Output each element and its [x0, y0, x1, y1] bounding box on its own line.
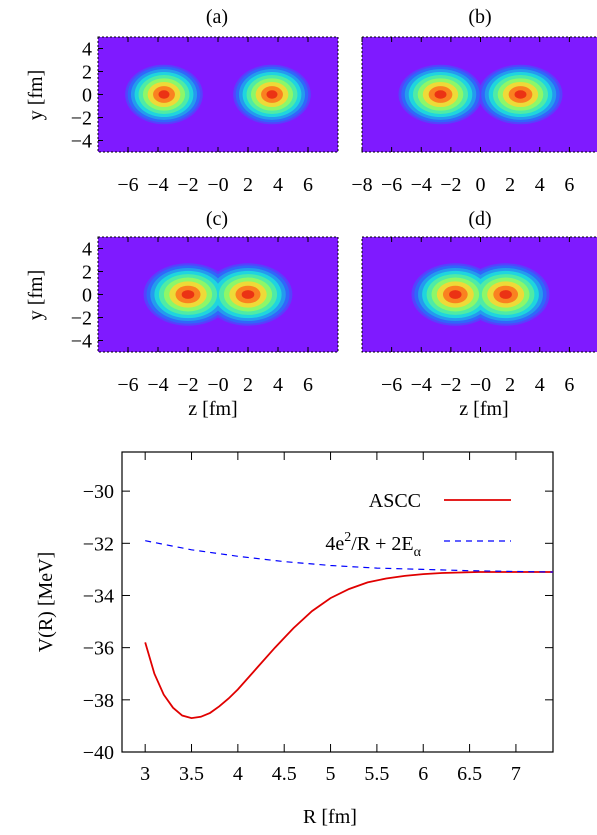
x-tick-label: −4	[147, 174, 168, 196]
y-tick-label: −4	[71, 131, 92, 153]
y-tick-label: −2	[71, 308, 92, 330]
series-line-ascc	[144, 571, 553, 720]
x-tick-label: −2	[440, 174, 461, 196]
panel-a: (a) −6 −4 −2 −0 2 4 6 420−2−4 y [fm]	[25, 6, 339, 196]
density-contour	[181, 290, 195, 299]
x-tick-label: 4	[535, 374, 545, 396]
y-tick-label: 4	[82, 239, 92, 261]
x-tick-label: 6.5	[457, 763, 482, 785]
y-axis-label: y [fm]	[25, 70, 47, 121]
x-tick-label: 4	[233, 763, 243, 785]
x-tick-label: −4	[411, 174, 432, 196]
density-contour	[499, 290, 512, 299]
y-tick-label: −2	[71, 108, 92, 130]
x-tick-label: −6	[381, 174, 402, 196]
x-tick-label: 6	[303, 374, 313, 396]
legend: ASCC 4e2/R + 2Eα	[325, 490, 511, 560]
x-tick-label: 3	[140, 763, 150, 785]
x-tick-label: 2	[243, 174, 253, 196]
density-contour	[514, 90, 527, 99]
x-tick-label: −0	[207, 374, 228, 396]
x-tick-label: −8	[351, 174, 372, 196]
x-axis-label: R [fm]	[303, 806, 357, 828]
y-tick-label: −4	[71, 331, 92, 353]
x-tick-label: −4	[147, 374, 168, 396]
heatmap-density	[411, 263, 550, 326]
x-tick-label: −2	[440, 374, 461, 396]
y-tick-label: 0	[82, 85, 92, 107]
density-contour	[449, 290, 462, 299]
x-tick-label: −6	[381, 374, 402, 396]
heatmap-density	[398, 64, 563, 125]
x-tick-label: 2	[505, 374, 515, 396]
x-tick-label: 6	[564, 374, 574, 396]
x-tick-label: 4	[535, 174, 545, 196]
density-contour	[241, 290, 255, 299]
legend-label-coulomb: 4e2/R + 2Eα	[325, 530, 421, 560]
y-tick-label: −36	[83, 638, 114, 660]
x-tick-label: −0	[470, 374, 491, 396]
heatmap-density	[143, 263, 293, 326]
x-tick-label: 3.5	[179, 763, 204, 785]
y-axis-label: V(R) [MeV]	[35, 552, 57, 653]
y-tick-label: 2	[82, 262, 92, 284]
x-tick-label: −6	[117, 374, 138, 396]
x-tick-label: −6	[117, 174, 138, 196]
x-axis-label: z [fm]	[188, 398, 237, 420]
x-tick-label: 7	[511, 763, 521, 785]
x-tick-label: −4	[411, 374, 432, 396]
y-tick-label: −34	[83, 585, 114, 607]
density-contour	[434, 90, 447, 99]
y-tick-label: −32	[83, 533, 114, 555]
y-tick-label: −30	[83, 481, 114, 503]
y-tick-label: −38	[83, 690, 114, 712]
y-tick-label: 0	[82, 285, 92, 307]
x-tick-label: 4	[273, 174, 283, 196]
potential-chart: 3 3.5 4 4.5 5 5.5 6 6.5 7 −30 −32 −34 −36 −38 −40 V(R…	[35, 451, 554, 828]
x-tick-label: 4.5	[272, 763, 297, 785]
panel-d: (d) −6 −4 −2 −0 2 4 6 z [fm]	[361, 208, 597, 420]
x-tick-label: 5	[326, 763, 336, 785]
density-contour	[266, 90, 278, 99]
panel-label: (c)	[206, 208, 228, 230]
x-tick-label: −2	[177, 374, 198, 396]
density-contour	[158, 90, 170, 99]
y-tick-label: 2	[82, 62, 92, 84]
y-tick-label: −40	[83, 742, 114, 764]
panel-b: (b) −8 −6 −4 −2 0 2 4 6	[351, 6, 597, 196]
y-tick-label: 4	[82, 39, 92, 61]
x-tick-label: 4	[273, 374, 283, 396]
x-tick-label: −2	[177, 174, 198, 196]
panel-label: (a)	[206, 6, 228, 28]
x-tick-label: 5.5	[364, 763, 389, 785]
x-tick-label: 2	[243, 374, 253, 396]
x-tick-label: 0	[476, 174, 486, 196]
heatmap-density	[125, 64, 311, 125]
x-tick-label: 2	[505, 174, 515, 196]
panel-label: (d)	[468, 208, 491, 230]
x-tick-label: −0	[207, 174, 228, 196]
x-tick-label: 6	[303, 174, 313, 196]
series-line-coulomb	[145, 540, 553, 573]
panel-label: (b)	[468, 6, 491, 28]
x-axis-label: z [fm]	[459, 398, 508, 420]
x-tick-label: 6	[564, 174, 574, 196]
y-axis-label: y [fm]	[25, 270, 47, 321]
x-tick-label: 6	[418, 763, 428, 785]
plot-frame	[121, 451, 554, 753]
panel-c: (c) −6 −4 −2 −0 2 4 6 420−2−4 y [fm] z [fm]	[25, 208, 339, 420]
legend-label-ascc: ASCC	[369, 490, 421, 512]
